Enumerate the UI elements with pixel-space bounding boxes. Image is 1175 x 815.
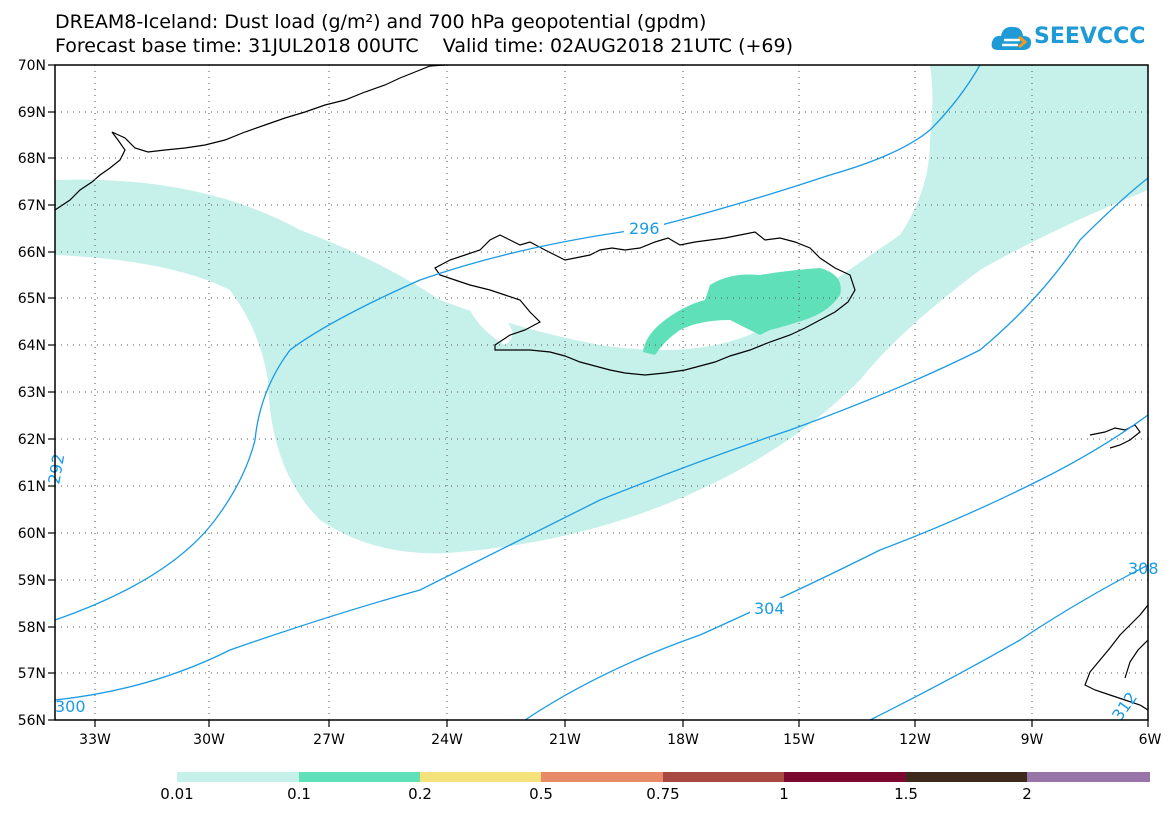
lon-label: 12W xyxy=(899,732,931,748)
lat-label: 70N xyxy=(18,58,46,74)
legend-label: 1 xyxy=(779,785,789,803)
lat-label: 63N xyxy=(18,385,46,401)
lat-label: 66N xyxy=(18,245,46,261)
lon-label: 33W xyxy=(79,732,111,748)
longitude-labels: 33W 30W 27W 24W 21W 18W 15W 12W 9W 6W xyxy=(79,732,1161,748)
lon-label: 6W xyxy=(1139,732,1162,748)
map-title: DREAM8-Iceland: Dust load (g/m²) and 700… xyxy=(55,11,707,33)
lon-label: 27W xyxy=(313,732,345,748)
legend-swatch xyxy=(420,772,541,782)
lat-label: 65N xyxy=(18,291,46,307)
legend-swatch xyxy=(1027,772,1150,782)
lon-label: 21W xyxy=(549,732,581,748)
cloud-icon xyxy=(991,26,1032,50)
legend-label: 0.75 xyxy=(646,785,680,803)
dust-shading-mid xyxy=(643,268,841,355)
lon-label: 15W xyxy=(783,732,815,748)
legend-swatch xyxy=(663,772,784,782)
contour-label: 312 xyxy=(1108,688,1141,724)
dust-shading-low xyxy=(55,65,1148,554)
contour-label: 296 xyxy=(629,219,660,238)
legend-label: 0.5 xyxy=(529,785,553,803)
iceland-coastline xyxy=(434,231,856,376)
legend-label: 0.2 xyxy=(408,785,432,803)
legend-label: 1.5 xyxy=(894,785,918,803)
lat-label: 67N xyxy=(18,198,46,214)
contour-label: 308 xyxy=(1128,559,1159,578)
latitude-labels: 70N 69N 68N 67N 66N 65N 64N 63N 62N 61N … xyxy=(18,58,46,729)
lon-label: 24W xyxy=(431,732,463,748)
lat-label: 68N xyxy=(18,151,46,167)
lat-label: 59N xyxy=(18,573,46,589)
legend-swatch xyxy=(299,772,420,782)
dust-shading-gaps xyxy=(470,155,905,345)
lat-label: 61N xyxy=(18,479,46,495)
lat-label: 56N xyxy=(18,713,46,729)
lat-label: 58N xyxy=(18,620,46,636)
legend-swatch xyxy=(784,772,906,782)
map-subtitle: Forecast base time: 31JUL2018 00UTC Vali… xyxy=(55,35,793,57)
logo-text: SEEVCCC xyxy=(1034,24,1146,49)
lon-label: 18W xyxy=(667,732,699,748)
greenland-coastline xyxy=(54,64,446,211)
lon-label: 30W xyxy=(193,732,225,748)
legend-label: 0.1 xyxy=(287,785,311,803)
contour-label: 300 xyxy=(55,697,86,716)
lat-label: 62N xyxy=(18,432,46,448)
contour-label: 304 xyxy=(754,599,785,618)
lat-label: 69N xyxy=(18,105,46,121)
legend-swatch xyxy=(906,772,1027,782)
contour-label: 292 xyxy=(44,452,68,485)
legend-label: 0.01 xyxy=(160,785,194,803)
legend-label: 2 xyxy=(1022,785,1032,803)
legend-swatch xyxy=(177,772,299,782)
frame-ticks xyxy=(48,64,1149,727)
contour-labels: 296 292 304 300 308 312 xyxy=(44,219,1159,724)
geopotential-contours xyxy=(54,64,1149,721)
lat-label: 64N xyxy=(18,338,46,354)
lat-label: 57N xyxy=(18,666,46,682)
legend-swatch xyxy=(541,772,663,782)
lat-label: 60N xyxy=(18,526,46,542)
seevccc-logo: SEEVCCC xyxy=(990,18,1170,58)
graticule xyxy=(55,65,1148,720)
lon-label: 9W xyxy=(1021,732,1044,748)
